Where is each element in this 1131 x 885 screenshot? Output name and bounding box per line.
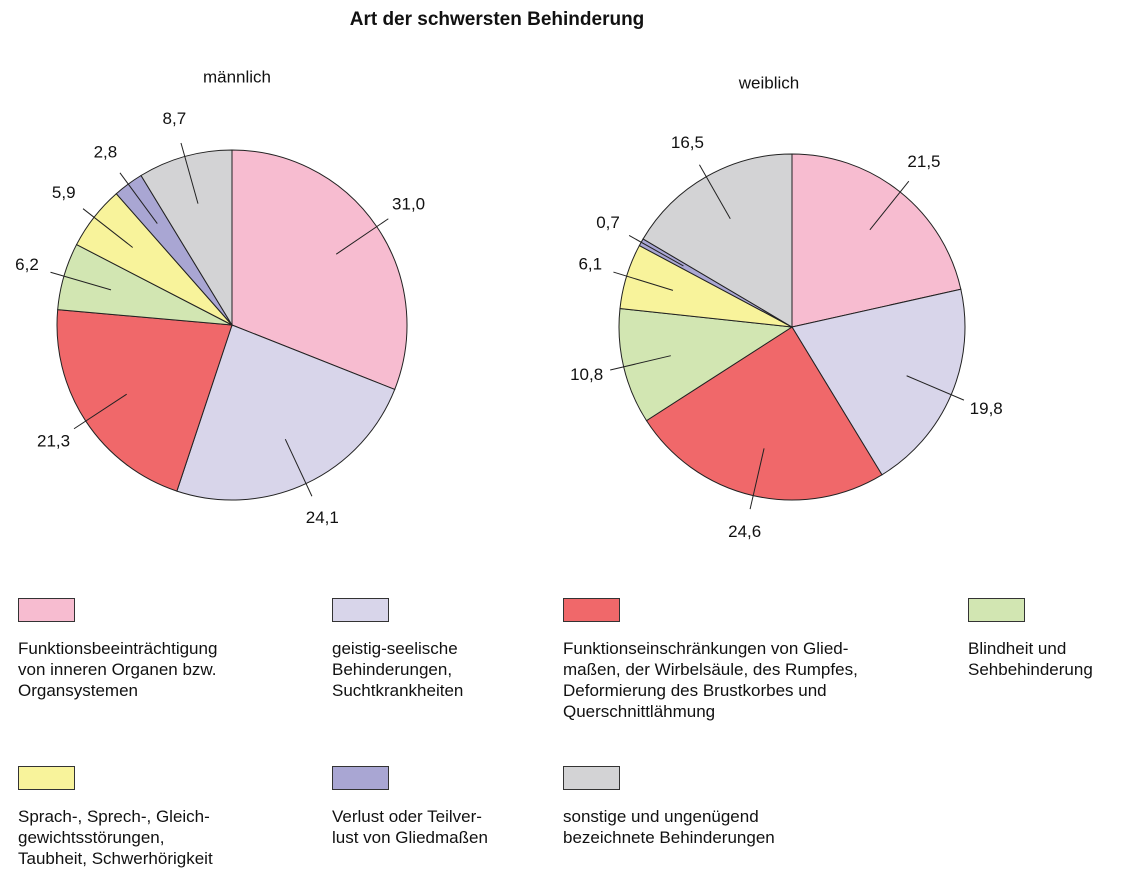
legend-label: Blindheit und Sehbehinderung xyxy=(968,639,1093,679)
data-label: 16,5 xyxy=(671,133,704,152)
data-label: 21,5 xyxy=(907,152,940,171)
legend-label: geistig-seelische Behinderungen, Suchtkr… xyxy=(332,639,464,700)
leader-line xyxy=(73,393,127,430)
pie-title: weiblich xyxy=(738,73,799,92)
data-label: 24,6 xyxy=(728,522,761,541)
legend-item: Sprach-, Sprech-, Gleich- gewichtsstörun… xyxy=(18,766,213,869)
data-label: 10,8 xyxy=(570,365,603,384)
leader-line xyxy=(869,180,910,231)
leader-line xyxy=(335,218,389,255)
legend-item: Blindheit und Sehbehinderung xyxy=(968,598,1093,680)
leader-line xyxy=(119,172,158,224)
leader-line xyxy=(749,448,765,510)
chart-title: Art der schwersten Behinderung xyxy=(350,9,645,30)
legend-label: Verlust oder Teilver- lust von Gliedmaße… xyxy=(332,807,488,847)
leader-line xyxy=(610,355,671,371)
legend-label: Funktionseinschränkungen von Glied- maße… xyxy=(563,639,858,721)
data-label: 31,0 xyxy=(392,194,425,213)
leader-line xyxy=(180,142,199,204)
leader-line xyxy=(50,271,112,291)
leader-line xyxy=(628,235,684,267)
legend-item: Verlust oder Teilver- lust von Gliedmaße… xyxy=(332,766,488,848)
legend-swatch xyxy=(968,598,1025,622)
legend-item: Funktionseinschränkungen von Glied- maße… xyxy=(563,598,858,722)
legend-swatch xyxy=(563,598,620,622)
data-label: 5,9 xyxy=(52,183,76,202)
pie-title: männlich xyxy=(203,67,271,86)
data-label: 21,3 xyxy=(37,432,70,451)
leader-line xyxy=(698,164,731,220)
data-label: 6,2 xyxy=(15,255,39,274)
leader-line xyxy=(82,208,133,248)
legend-swatch xyxy=(18,766,75,790)
legend-swatch xyxy=(332,766,389,790)
legend-swatch xyxy=(563,766,620,790)
data-label: 8,7 xyxy=(163,109,187,128)
data-label: 19,8 xyxy=(970,399,1003,418)
data-label: 24,1 xyxy=(306,508,339,527)
legend-label: Funktionsbeeinträchtigung von inneren Or… xyxy=(18,639,218,700)
data-label: 0,7 xyxy=(596,213,620,232)
data-label: 6,1 xyxy=(578,254,602,273)
legend-label: Sprach-, Sprech-, Gleich- gewichtsstörun… xyxy=(18,807,213,868)
legend-swatch xyxy=(332,598,389,622)
data-label: 2,8 xyxy=(94,143,118,162)
chart: Art der schwersten Behinderung männlich 3… xyxy=(15,9,1003,541)
leader-line xyxy=(906,375,965,401)
legend-item: sonstige und ungenügend bezeichnete Behi… xyxy=(563,766,775,848)
leader-line xyxy=(284,438,313,497)
leader-line xyxy=(613,271,674,291)
legend-swatch xyxy=(18,598,75,622)
legend-label: sonstige und ungenügend bezeichnete Behi… xyxy=(563,807,775,847)
legend-item: geistig-seelische Behinderungen, Suchtkr… xyxy=(332,598,463,701)
legend-item: Funktionsbeeinträchtigung von inneren Or… xyxy=(18,598,217,701)
